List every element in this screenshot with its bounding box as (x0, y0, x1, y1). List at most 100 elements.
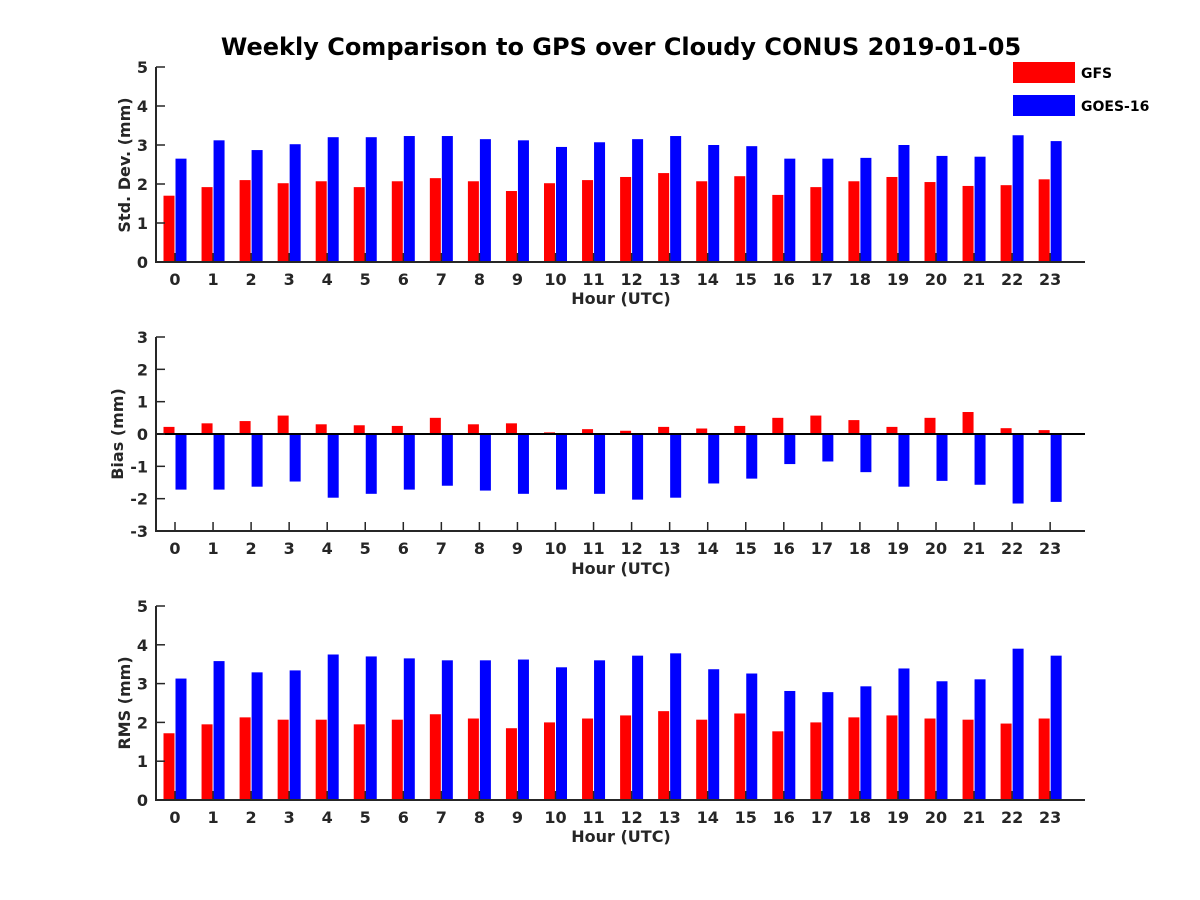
rms-bar-gfs-3 (277, 719, 289, 800)
rms-xtick-label: 4 (322, 808, 333, 827)
std-dev-bar-gfs-9 (505, 191, 517, 262)
bias-bar-gfs-4 (315, 424, 327, 434)
bias-bar-gfs-19 (886, 426, 898, 434)
rms-bar-gfs-2 (239, 717, 251, 800)
bias-xtick-label: 20 (925, 539, 947, 558)
bias-xtick-label: 5 (360, 539, 371, 558)
rms-xtick-label: 18 (849, 808, 871, 827)
bias-bar-gfs-8 (467, 424, 479, 434)
bias-bar-goes16-21 (974, 434, 986, 485)
bias-xtick-label: 0 (169, 539, 180, 558)
rms-bar-goes16-10 (556, 667, 567, 800)
std-dev-xtick-label: 22 (1001, 270, 1023, 289)
std-dev-bar-goes16-12 (632, 139, 644, 262)
std-dev-bar-goes16-14 (708, 145, 720, 262)
rms-bar-goes16-0 (175, 678, 187, 800)
std-dev-xtick-label: 14 (697, 270, 719, 289)
bias-bar-gfs-23 (1038, 430, 1050, 434)
std-dev-bar-gfs-15 (734, 176, 746, 262)
bias-bar-goes16-6 (403, 434, 415, 490)
std-dev-bar-goes16-10 (556, 146, 567, 262)
bias-xtick-label: 8 (474, 539, 485, 558)
bias-xtick-label: 14 (697, 539, 719, 558)
rms-xtick-label: 14 (697, 808, 719, 827)
std-dev-bar-goes16-19 (898, 145, 910, 262)
rms-bar-goes16-4 (327, 654, 339, 800)
rms-bar-goes16-11 (594, 660, 606, 800)
std-dev-xlabel: Hour (UTC) (571, 289, 671, 308)
bias-ytick-label: 1 (137, 393, 148, 412)
std-dev-xtick-label: 7 (436, 270, 447, 289)
rms-xtick-label: 9 (512, 808, 523, 827)
bias-bar-goes16-0 (175, 434, 187, 490)
bias-xtick-label: 22 (1001, 539, 1023, 558)
std-dev-bar-goes16-8 (479, 139, 491, 262)
std-dev-ylabel: Std. Dev. (mm) (115, 97, 134, 232)
bias-bar-gfs-6 (391, 425, 403, 434)
rms-xlabel: Hour (UTC) (571, 827, 671, 846)
bias-xtick-label: 11 (582, 539, 604, 558)
rms-ylabel: RMS (mm) (115, 656, 134, 749)
bias-bar-gfs-9 (505, 423, 517, 434)
rms-xtick-label: 19 (887, 808, 909, 827)
std-dev-bar-gfs-23 (1038, 179, 1050, 262)
rms-xtick-label: 8 (474, 808, 485, 827)
bias-xtick-label: 4 (322, 539, 333, 558)
bias-bar-gfs-2 (239, 421, 251, 434)
rms-bar-gfs-22 (1000, 723, 1012, 800)
bias-bar-goes16-7 (441, 434, 453, 486)
bias-bar-goes16-8 (479, 434, 491, 491)
bias-bar-gfs-11 (582, 429, 594, 434)
bias-xtick-label: 16 (773, 539, 795, 558)
bias-bar-goes16-1 (213, 434, 225, 490)
bias-xtick-label: 7 (436, 539, 447, 558)
rms-bar-goes16-13 (670, 653, 682, 800)
std-dev-bar-goes16-5 (365, 137, 377, 262)
std-dev-bar-goes16-23 (1050, 141, 1062, 262)
bias-xtick-label: 17 (811, 539, 833, 558)
std-dev-bar-goes16-17 (822, 158, 834, 262)
rms-bar-gfs-10 (544, 722, 555, 800)
rms-bar-gfs-21 (962, 719, 974, 800)
rms-xtick-label: 21 (963, 808, 985, 827)
std-dev-xtick-label: 0 (169, 270, 180, 289)
std-dev-bar-gfs-0 (163, 195, 175, 262)
bias-bar-goes16-14 (708, 434, 720, 484)
std-dev-bar-gfs-10 (544, 183, 555, 262)
rms-bar-goes16-5 (365, 656, 377, 800)
bias-bar-gfs-12 (620, 430, 632, 434)
std-dev-ytick-label: 5 (137, 58, 148, 77)
bias-bar-gfs-13 (658, 426, 670, 434)
legend: GFS GOES-16 (1013, 62, 1149, 116)
rms-xtick-label: 17 (811, 808, 833, 827)
std-dev-bar-gfs-21 (962, 185, 974, 262)
bias-bar-goes16-11 (594, 434, 606, 494)
std-dev-ytick-label: 0 (137, 253, 148, 272)
rms-bar-goes16-8 (479, 660, 491, 800)
legend-label-goes16: GOES-16 (1081, 99, 1149, 115)
std-dev-bar-goes16-21 (974, 156, 986, 262)
bias-xtick-label: 23 (1039, 539, 1061, 558)
rms-xtick-label: 0 (169, 808, 180, 827)
rms-bar-gfs-8 (467, 718, 479, 800)
bias-bar-goes16-19 (898, 434, 910, 487)
std-dev-bar-gfs-7 (429, 178, 441, 262)
rms-xtick-label: 22 (1001, 808, 1023, 827)
rms-bar-gfs-5 (353, 724, 365, 800)
rms-ytick-label: 4 (137, 636, 148, 655)
rms-bar-goes16-12 (632, 655, 644, 800)
bias-xtick-label: 6 (398, 539, 409, 558)
rms-bar-goes16-18 (860, 686, 872, 800)
bias-xtick-label: 12 (620, 539, 642, 558)
bias-bar-goes16-3 (289, 434, 301, 482)
std-dev-xtick-label: 6 (398, 270, 409, 289)
rms-xtick-label: 3 (284, 808, 295, 827)
std-dev-xtick-label: 3 (284, 270, 295, 289)
bias-bar-goes16-10 (556, 434, 567, 490)
rms-xtick-label: 23 (1039, 808, 1061, 827)
std-dev-xtick-label: 18 (849, 270, 871, 289)
legend-swatch-gfs (1013, 62, 1075, 83)
std-dev-bar-gfs-12 (620, 176, 632, 262)
std-dev-bar-goes16-7 (441, 136, 453, 262)
